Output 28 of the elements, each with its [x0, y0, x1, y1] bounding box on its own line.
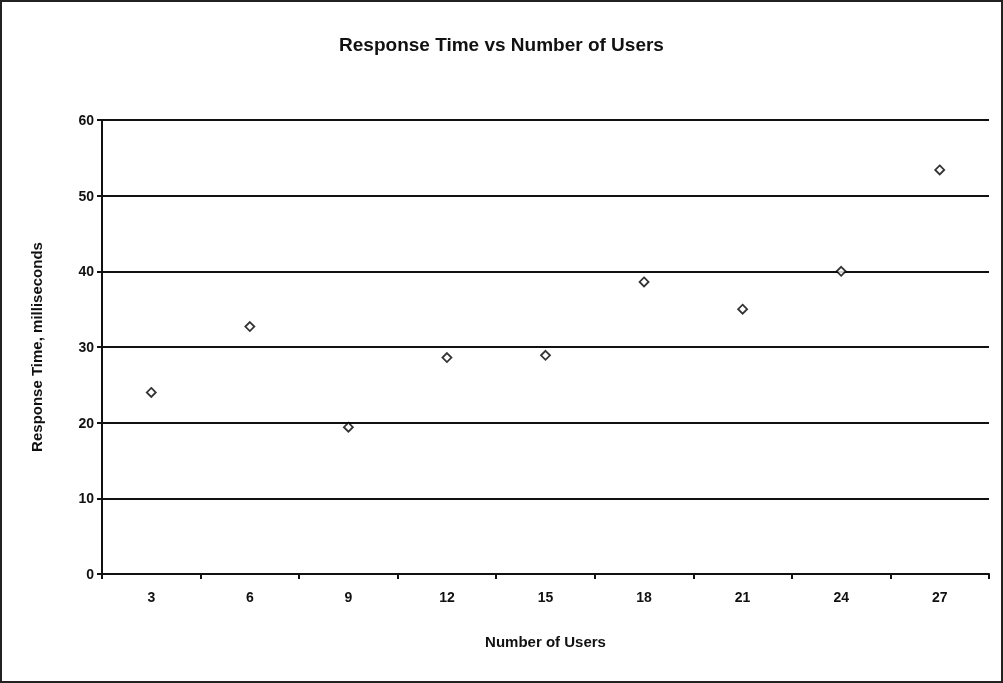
point	[934, 164, 946, 176]
point	[737, 303, 749, 315]
point	[540, 349, 551, 361]
x-tick-label: 27	[931, 589, 948, 605]
x-tick-label: 18	[636, 589, 653, 605]
point	[835, 265, 847, 277]
y-tick-label: 0	[86, 566, 95, 582]
y-tick-label: 60	[78, 112, 95, 128]
y-axis-title: Response Time, milliseconds	[28, 242, 45, 452]
y-tick-label: 10	[78, 490, 95, 507]
x-tick-label: 15	[537, 589, 554, 605]
x-tick-label: 21	[734, 589, 751, 605]
point	[638, 276, 650, 288]
x-tick-label: 3	[147, 589, 156, 605]
y-tick-label: 20	[78, 414, 95, 431]
x-axis-title: Number of Users	[485, 633, 606, 650]
x-tick-label: 24	[833, 589, 850, 605]
y-tick-label: 40	[78, 263, 95, 280]
x-tick-label: 9	[344, 589, 353, 605]
y-tick-label: 30	[78, 339, 95, 355]
y-tick-label: 50	[78, 187, 95, 204]
point	[441, 352, 453, 363]
point	[244, 321, 256, 332]
point	[342, 421, 354, 433]
point	[145, 387, 157, 398]
x-tick-label: 6	[245, 589, 254, 605]
x-tick-label: 12	[439, 589, 455, 605]
chart-title: Response Time vs Number of Users	[339, 34, 664, 55]
